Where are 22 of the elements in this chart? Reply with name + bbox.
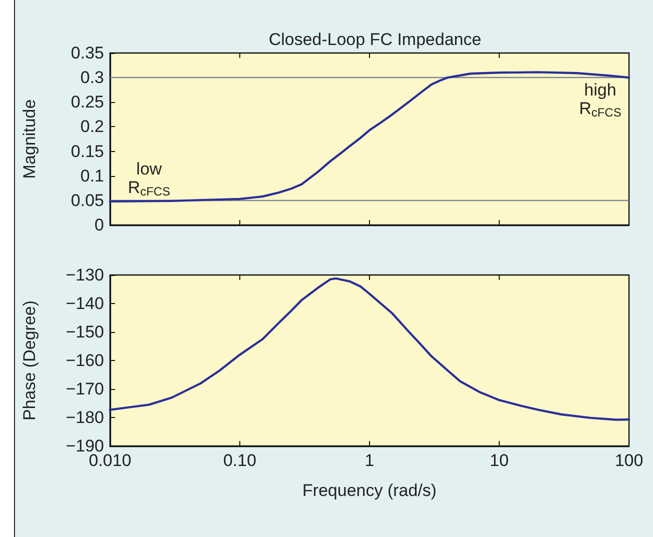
y-tick-label: 0.1 <box>80 166 104 186</box>
y-tick-label: −180 <box>66 408 104 427</box>
y-tick-label: 0 <box>94 216 104 234</box>
y-tick-label: 0.2 <box>80 117 104 136</box>
x-tick-label: 100 <box>614 451 644 470</box>
y-tick-label: −160 <box>66 351 104 370</box>
y-tick-label: 0.3 <box>80 68 104 88</box>
y-tick-label: 0.25 <box>70 92 104 112</box>
x-tick-label: 0.10 <box>223 451 256 470</box>
y-axis-title: Magnitude <box>20 99 39 179</box>
x-tick-label: 1 <box>364 451 374 470</box>
y-tick-label: −130 <box>66 266 104 284</box>
y-tick-label: −150 <box>66 322 104 342</box>
chart-title: Closed-Loop FC Impedance <box>268 30 482 49</box>
y-tick-label: 0.35 <box>70 44 104 62</box>
y-axis-title: Phase (Degree) <box>20 300 39 421</box>
y-tick-label: 0.05 <box>70 190 104 210</box>
y-tick-label: −170 <box>66 380 104 398</box>
x-tick-label: 10 <box>490 451 509 470</box>
y-tick-label: 0.15 <box>70 142 104 161</box>
y-tick-label: −140 <box>66 294 104 313</box>
x-axis-title: Frequency (rad/s) <box>302 481 437 500</box>
